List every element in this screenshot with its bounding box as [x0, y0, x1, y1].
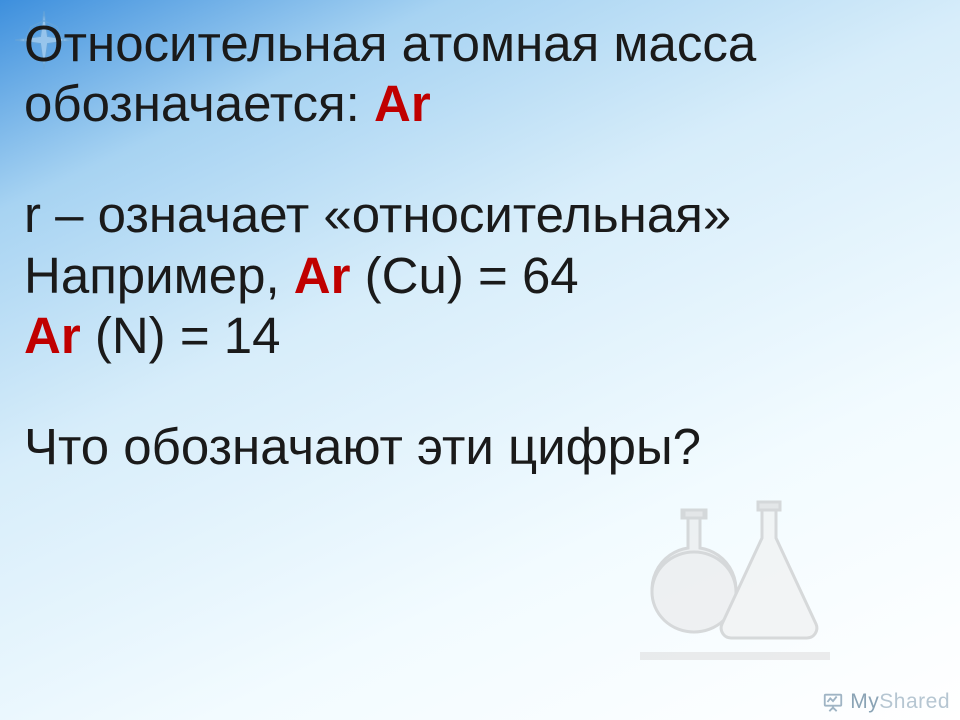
- slide-text: Относительная атомная масса обозначается…: [24, 14, 942, 477]
- line-4-post: (Cu) = 64: [365, 247, 579, 304]
- line-6: Что обозначают эти цифры?: [24, 417, 942, 477]
- line-4-pre: Например,: [24, 247, 280, 304]
- watermark-part1: My: [850, 690, 879, 713]
- symbol-ar-1: Аr: [374, 75, 431, 132]
- line-4: Например, Аr (Cu) = 64: [24, 246, 942, 306]
- line-5-post: (N) = 14: [95, 307, 281, 364]
- line-1: Относительная атомная масса: [24, 14, 942, 74]
- presentation-icon: [822, 691, 844, 713]
- line-3: r – означает «относительная»: [24, 185, 942, 245]
- watermark-part2: Shared: [879, 690, 950, 713]
- line-2-pre: обозначается:: [24, 75, 360, 132]
- line-2: обозначается: Аr: [24, 74, 942, 134]
- blank-line-2: [24, 366, 942, 417]
- symbol-ar-2: Аr: [294, 247, 351, 304]
- line-5: Аr (N) = 14: [24, 306, 942, 366]
- symbol-ar-3: Аr: [24, 307, 81, 364]
- blank-line-1: [24, 134, 942, 185]
- watermark: MyShared: [822, 690, 950, 714]
